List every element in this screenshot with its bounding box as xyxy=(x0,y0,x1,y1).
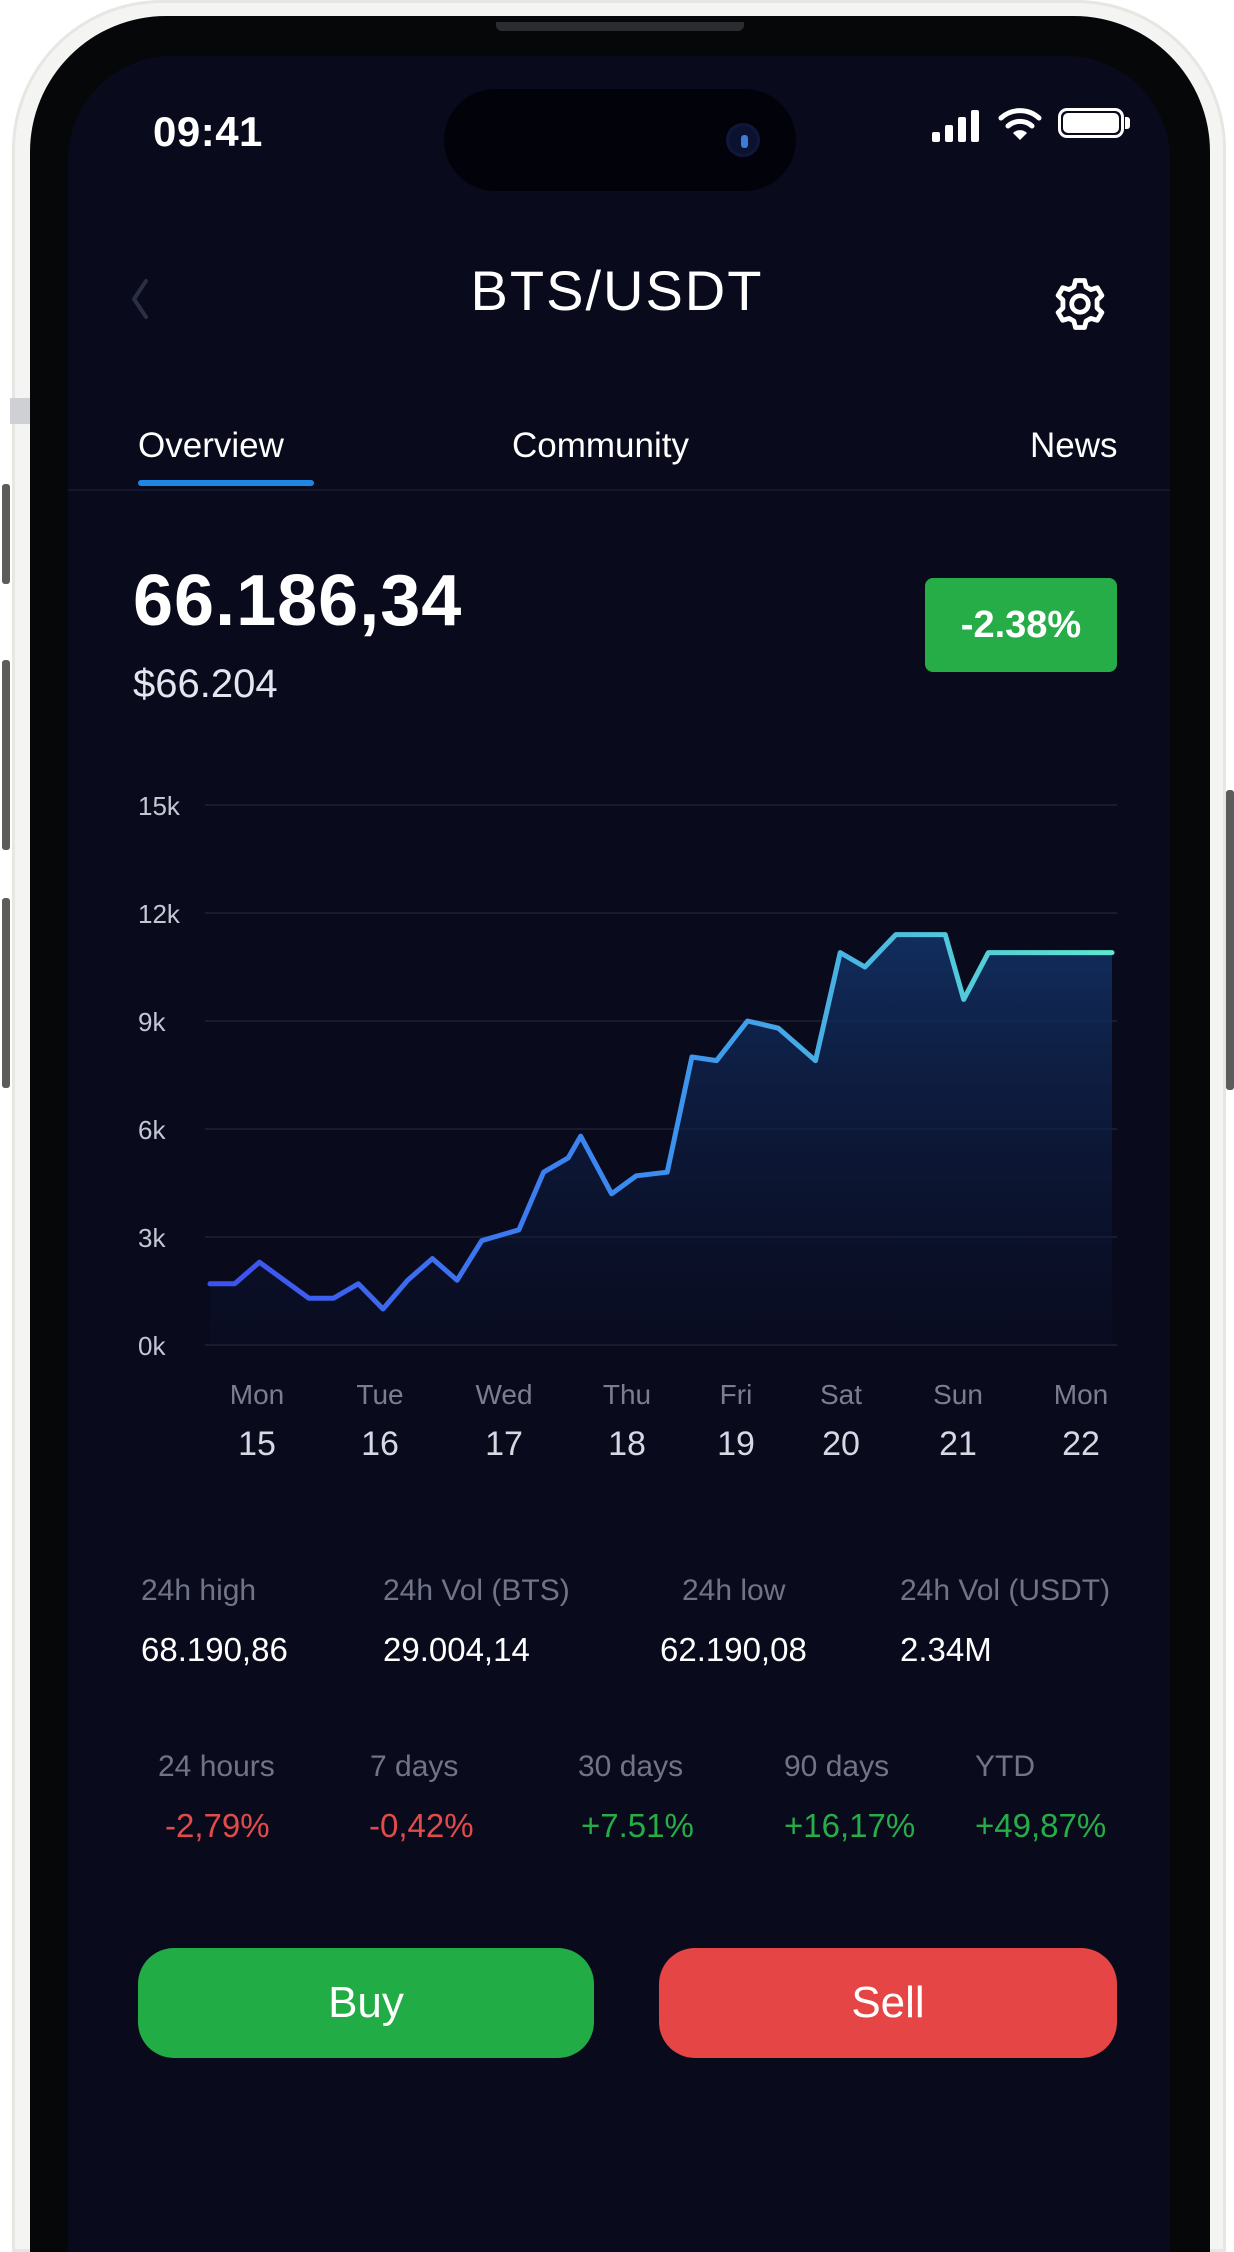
chart-xtick-day: 16 xyxy=(361,1425,399,1463)
chart-xtick-day: 21 xyxy=(939,1425,977,1463)
power-button xyxy=(1226,790,1234,1090)
chart-ytick-label: 9k xyxy=(138,1007,166,1037)
camera-indicator xyxy=(741,135,748,148)
chart-xtick-day: 17 xyxy=(485,1425,523,1463)
stat-label-low: 24h low xyxy=(682,1574,786,1607)
stat-value-high: 68.190,86 xyxy=(141,1631,288,1668)
chart-xtick-day: 20 xyxy=(822,1425,860,1463)
wifi-icon xyxy=(998,108,1042,140)
tab-overview[interactable]: Overview xyxy=(138,426,284,465)
signal-icon xyxy=(932,110,982,142)
chart-area xyxy=(210,934,1112,1345)
price-chart: 0k 3k 6k 9k 12k 15k Mon 15 Tue 16 Wed 17 Thu 18 Fri 19… xyxy=(138,791,1117,1463)
stat-label-vol-bts: 24h Vol (BTS) xyxy=(383,1574,570,1607)
chart-ytick-label: 6k xyxy=(138,1115,166,1145)
chart-xtick-weekday: Fri xyxy=(720,1379,753,1410)
stat-value-vol-bts: 29.004,14 xyxy=(383,1631,530,1668)
perf-label-24h: 24 hours xyxy=(158,1750,275,1783)
earpiece-speaker xyxy=(496,22,744,31)
price-value: 66.186,34 xyxy=(133,561,463,641)
tab-community[interactable]: Community xyxy=(512,426,689,465)
stat-label-high: 24h high xyxy=(141,1574,257,1607)
mute-switch xyxy=(2,484,10,584)
sell-button[interactable]: Sell xyxy=(659,1948,1117,2058)
stat-value-low: 62.190,08 xyxy=(660,1631,807,1668)
chart-xtick-weekday: Sat xyxy=(820,1379,862,1410)
chart-xtick-day: 22 xyxy=(1062,1425,1100,1463)
volume-down-button xyxy=(2,898,10,1088)
chart-xtick-weekday: Thu xyxy=(603,1379,651,1410)
gear-icon[interactable] xyxy=(1048,272,1112,336)
perf-label-30d: 30 days xyxy=(578,1750,684,1783)
stat-value-vol-usdt: 2.34M xyxy=(900,1631,992,1668)
tabs-divider xyxy=(68,489,1170,491)
perf-label-7d: 7 days xyxy=(370,1750,459,1783)
chart-xtick-weekday: Mon xyxy=(230,1379,284,1410)
chart-xtick-day: 19 xyxy=(717,1425,755,1463)
chart-xtick-day: 15 xyxy=(238,1425,276,1463)
perf-value-24h: -2,79% xyxy=(165,1807,270,1844)
chart-xtick-weekday: Sun xyxy=(933,1379,983,1410)
chart-xtick-weekday: Mon xyxy=(1054,1379,1108,1410)
chart-xtick-weekday: Tue xyxy=(356,1379,403,1410)
chart-ytick-label: 12k xyxy=(138,899,181,929)
chart-xtick-weekday: Wed xyxy=(475,1379,532,1410)
stat-label-vol-usdt: 24h Vol (USDT) xyxy=(900,1574,1111,1607)
status-time: 09:41 xyxy=(153,108,263,155)
chart-ytick-label: 0k xyxy=(138,1331,166,1361)
chart-xtick-day: 18 xyxy=(608,1425,646,1463)
volume-up-button xyxy=(2,660,10,850)
buy-button[interactable]: Buy xyxy=(138,1948,594,2058)
tab-news[interactable]: News xyxy=(1030,426,1118,465)
pair-title: BTS/USDT xyxy=(470,259,764,322)
active-tab-indicator xyxy=(138,480,314,486)
perf-label-ytd: YTD xyxy=(975,1750,1035,1783)
price-usd: $66.204 xyxy=(133,662,278,706)
chevron-left-icon[interactable] xyxy=(124,273,154,325)
perf-value-30d: +7.51% xyxy=(581,1807,694,1844)
perf-value-7d: -0,42% xyxy=(369,1807,474,1844)
perf-value-90d: +16,17% xyxy=(784,1807,916,1844)
battery-cap xyxy=(1125,117,1130,129)
chart-ytick-label: 15k xyxy=(138,791,181,821)
perf-value-ytd: +49,87% xyxy=(975,1807,1107,1844)
chart-ytick-label: 3k xyxy=(138,1223,166,1253)
change-badge: -2.38% xyxy=(925,578,1117,672)
perf-label-90d: 90 days xyxy=(784,1750,890,1783)
battery-icon xyxy=(1058,108,1124,138)
battery-level xyxy=(1063,113,1119,133)
chart-line xyxy=(207,932,1115,1312)
